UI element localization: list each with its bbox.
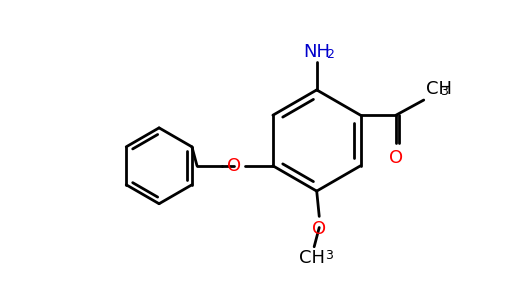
- Text: 3: 3: [440, 85, 449, 98]
- Text: 2: 2: [326, 47, 334, 61]
- Text: NH: NH: [303, 43, 330, 61]
- Text: CH: CH: [298, 249, 325, 267]
- Text: O: O: [227, 157, 241, 175]
- Text: O: O: [389, 149, 403, 167]
- Text: O: O: [312, 220, 326, 238]
- Text: 3: 3: [325, 249, 333, 262]
- Text: CH: CH: [426, 80, 452, 98]
